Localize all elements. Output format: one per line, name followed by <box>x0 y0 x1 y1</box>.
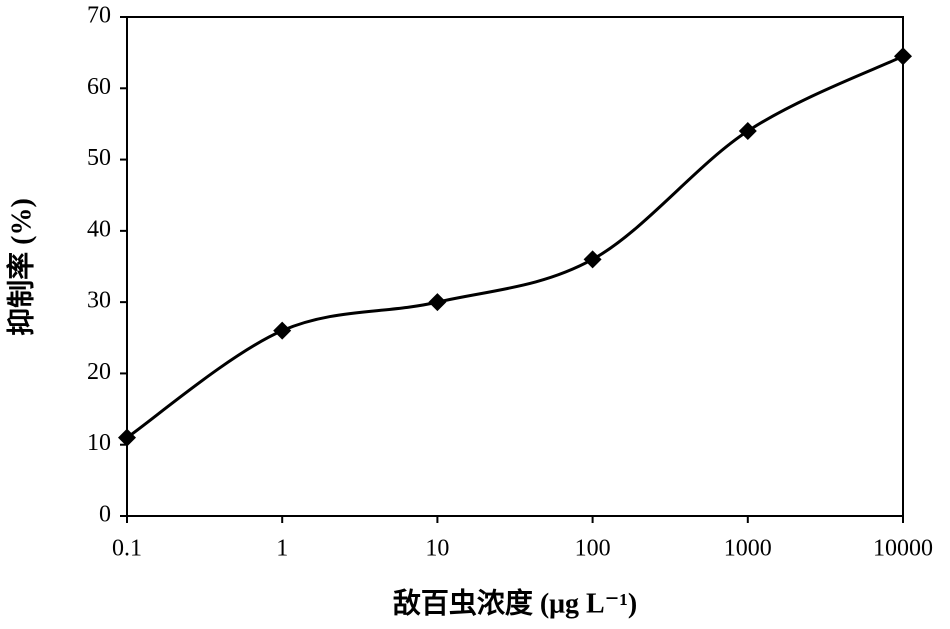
x-tick-label: 10 <box>425 536 449 562</box>
y-tick-label: 30 <box>87 288 111 314</box>
y-tick-label: 0 <box>99 502 111 528</box>
marker <box>428 293 446 311</box>
marker <box>894 47 912 65</box>
y-tick-label: 50 <box>87 145 111 171</box>
y-tick-label: 60 <box>87 74 111 100</box>
y-tick-label: 20 <box>87 359 111 385</box>
plot-frame <box>127 17 903 516</box>
x-tick-label: 100 <box>575 536 611 562</box>
x-tick-label: 10000 <box>873 536 933 562</box>
y-axis-title: 抑制率 (%) <box>4 198 37 336</box>
chart: 敌百虫浓度 (μg L⁻¹) 抑制率 (%) 0 10 20 30 40 50 60 70 0.… <box>0 0 950 629</box>
y-tick-label: 70 <box>87 3 111 29</box>
x-tick-label: 0.1 <box>112 536 142 562</box>
y-tick-label: 10 <box>87 430 111 456</box>
y-tick-label: 40 <box>87 216 111 242</box>
x-tick-label: 1000 <box>724 536 772 562</box>
page: {"chart_data": {"type": "line", "x_label… <box>0 0 950 629</box>
marker <box>273 322 291 340</box>
marker <box>584 250 602 268</box>
marker <box>739 122 757 140</box>
x-axis-title: 敌百虫浓度 (μg L⁻¹) <box>393 587 637 619</box>
line <box>127 56 903 437</box>
x-tick-label: 1 <box>276 536 288 562</box>
